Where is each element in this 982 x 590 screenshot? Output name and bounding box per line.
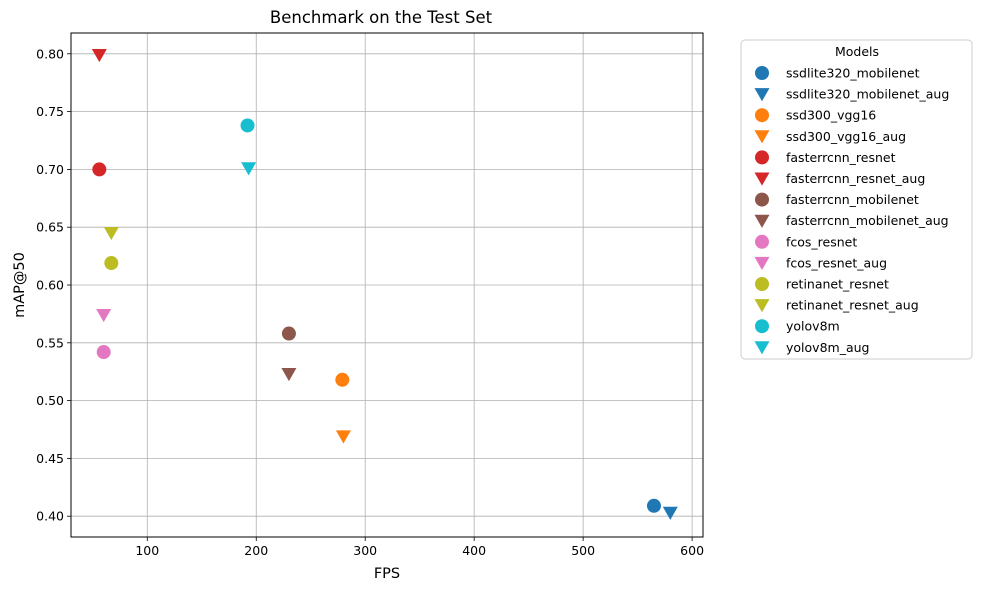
data-point-fcos-resnet-aug <box>96 309 112 323</box>
chart-title: Benchmark on the Test Set <box>270 8 493 27</box>
data-point-fasterrcnn-mobilenet-aug <box>281 368 297 382</box>
legend-label: ssd300_vgg16_aug <box>786 129 906 144</box>
data-point-retinanet-resnet-aug <box>103 226 119 241</box>
axis-ticks: 100 200 300 400 500 600 0.40 0.45 0.50 0.55 0.60 0.… <box>36 46 704 558</box>
legend-marker-fasterrcnn-resnet-aug <box>754 172 770 186</box>
x-tick-label: 300 <box>353 543 377 558</box>
data-point-retinanet-resnet <box>104 256 119 271</box>
legend-marker-ssd300-vgg16 <box>755 108 769 123</box>
y-axis-title: mAP@50 <box>12 252 28 318</box>
data-points <box>91 48 678 520</box>
legend-label: ssdlite320_mobilenet <box>786 66 920 81</box>
legend-marker-retinanet-resnet <box>755 277 769 291</box>
legend-label: ssdlite320_mobilenet_aug <box>786 87 949 102</box>
y-tick-label: 0.40 <box>36 509 64 524</box>
legend-marker-fcos-resnet-aug <box>754 256 770 271</box>
data-point-yolov8m <box>240 118 255 133</box>
grid <box>71 33 703 537</box>
legend: Models ssdlite320_mobilenetssdlite320_mo… <box>740 39 973 360</box>
legend-marker-ssdlite320-mobilenet <box>755 66 769 80</box>
x-tick-label: 600 <box>680 543 704 558</box>
legend-label: fcos_resnet_aug <box>786 255 887 270</box>
data-point-ssd300-vgg16 <box>335 372 350 387</box>
data-point-ssd300-vgg16-aug <box>335 430 351 444</box>
legend-marker-yolov8m <box>755 319 769 334</box>
data-point-fcos-resnet <box>96 345 111 360</box>
data-point-fasterrcnn-resnet <box>92 162 107 177</box>
data-point-fasterrcnn-mobilenet <box>281 326 296 341</box>
y-tick-label: 0.75 <box>36 104 64 119</box>
legend-label: fasterrcnn_mobilenet_aug <box>786 213 949 228</box>
legend-label: fcos_resnet <box>786 234 857 249</box>
legend-marker-fasterrcnn-mobilenet <box>755 192 769 207</box>
legend-marker-yolov8m-aug <box>754 341 770 355</box>
x-tick-label: 100 <box>135 543 159 558</box>
y-tick-label: 0.80 <box>36 46 64 61</box>
data-point-ssdlite320-mobilenet <box>646 498 661 513</box>
legend-label: fasterrcnn_mobilenet <box>786 192 919 207</box>
y-tick-label: 0.45 <box>36 451 64 466</box>
legend-label: retinanet_resnet_aug <box>786 298 919 313</box>
legend-label: yolov8m <box>786 319 840 334</box>
data-point-yolov8m-aug <box>241 162 257 176</box>
y-tick-label: 0.55 <box>36 335 64 350</box>
legend-marker-fcos-resnet <box>755 234 769 249</box>
legend-marker-fasterrcnn-resnet <box>755 150 769 165</box>
legend-marker-ssd300-vgg16-aug <box>754 130 770 144</box>
y-tick-label: 0.50 <box>36 393 64 408</box>
x-tick-label: 500 <box>571 543 595 558</box>
legend-box <box>740 39 973 360</box>
x-tick-label: 200 <box>244 543 268 558</box>
legend-marker-fasterrcnn-mobilenet-aug <box>754 214 770 228</box>
legend-title: Models <box>835 44 879 59</box>
y-tick-label: 0.65 <box>36 220 64 235</box>
legend-label: retinanet_resnet <box>786 277 889 292</box>
y-tick-label: 0.60 <box>36 278 64 293</box>
legend-marker-ssdlite320-mobilenet-aug <box>754 88 770 102</box>
legend-items: ssdlite320_mobilenet ssdlite320_mobilenet… <box>754 66 949 355</box>
data-point-fasterrcnn-resnet-aug <box>91 48 107 63</box>
x-axis-title: FPS <box>374 566 400 582</box>
x-tick-label: 400 <box>462 543 486 558</box>
data-point-ssdlite320-mobilenet-aug <box>662 506 678 520</box>
legend-label: fasterrcnn_resnet <box>786 150 896 165</box>
legend-label: fasterrcnn_resnet_aug <box>786 171 925 186</box>
legend-marker-retinanet-resnet-aug <box>754 299 770 313</box>
legend-label: yolov8m_aug <box>786 340 869 355</box>
y-tick-label: 0.70 <box>36 162 64 177</box>
legend-label: ssd300_vgg16 <box>786 108 876 123</box>
